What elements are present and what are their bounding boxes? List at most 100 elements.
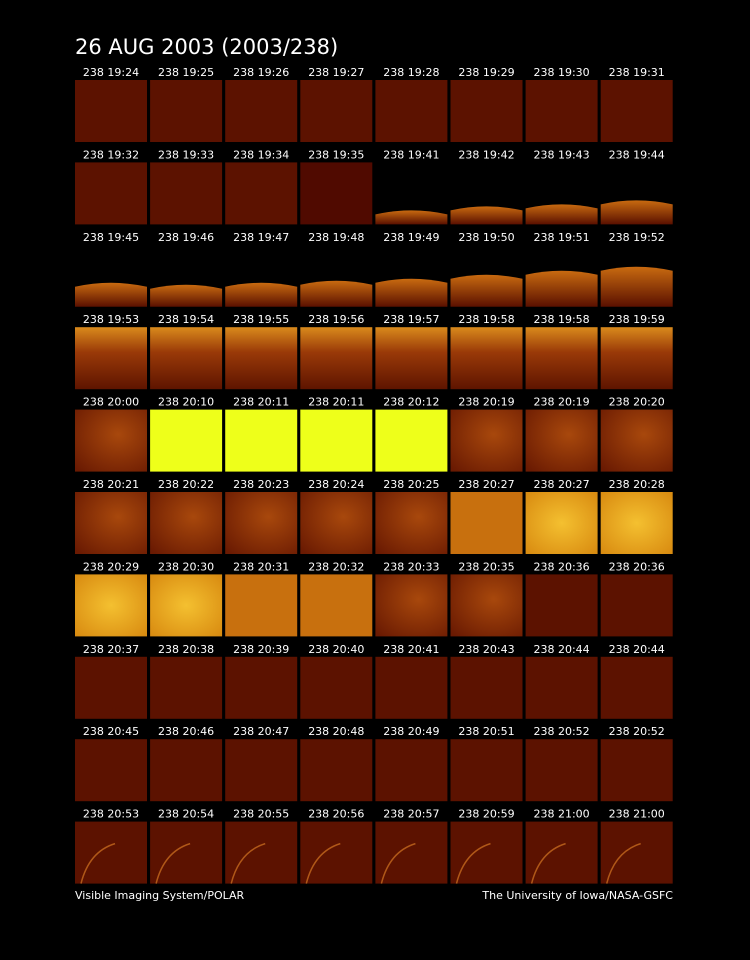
- frame-image: [150, 327, 223, 390]
- frame-label: 238 19:29: [458, 66, 514, 79]
- frame-image: [600, 409, 673, 472]
- frame-image: [75, 656, 147, 719]
- frame-image: [300, 327, 373, 390]
- frame-label: 238 20:43: [458, 643, 514, 656]
- frame-label: 238 19:25: [158, 66, 214, 79]
- frame-limb: [300, 280, 373, 307]
- frame-image: [75, 821, 147, 884]
- frame-label: 238 20:52: [609, 725, 665, 738]
- frame-limb: [600, 266, 673, 307]
- frame-label: 238 20:56: [308, 808, 364, 821]
- frame-image: [450, 821, 523, 884]
- frame-label: 238 19:54: [158, 313, 214, 326]
- frame-label: 238 20:19: [458, 396, 514, 409]
- frame-label: 238 19:35: [308, 148, 364, 161]
- frame-label: 238 20:40: [308, 643, 364, 656]
- frame-image: [225, 821, 298, 884]
- frame-label: 238 20:45: [83, 725, 139, 738]
- frame-image: [525, 409, 598, 472]
- frame-label: 238 19:24: [83, 66, 139, 79]
- frame-image: [75, 492, 147, 554]
- frame-label: 238 19:31: [609, 66, 665, 79]
- frame-image: [75, 574, 147, 637]
- footer-right: The University of Iowa/NASA-GSFC: [481, 889, 673, 902]
- frame-image: [525, 327, 598, 390]
- frame-image: [600, 821, 673, 884]
- frame-limb: [525, 270, 598, 307]
- frame-image: [375, 492, 448, 554]
- frame-label: 238 19:58: [458, 313, 514, 326]
- frame-label: 238 20:24: [308, 478, 364, 491]
- frame-label: 238 20:47: [233, 725, 289, 738]
- frame-label: 238 20:46: [158, 725, 214, 738]
- frame-image: [600, 80, 673, 142]
- frame-image: [375, 656, 448, 719]
- frame-image: [225, 492, 298, 554]
- frame-limb: [600, 200, 673, 225]
- frame-image: [225, 739, 298, 802]
- frame-label: 238 20:44: [609, 643, 665, 656]
- frame-image: [525, 739, 598, 802]
- frame-label: 238 20:20: [609, 396, 665, 409]
- frame-label: 238 19:56: [308, 313, 364, 326]
- frame-image: [525, 821, 598, 884]
- frame-label: 238 19:57: [383, 313, 439, 326]
- frame-label: 238 19:26: [233, 66, 289, 79]
- frame-label: 238 19:42: [458, 148, 514, 161]
- frame-label: 238 20:12: [383, 396, 439, 409]
- frame-label: 238 19:46: [158, 231, 214, 244]
- frame-label: 238 19:51: [533, 231, 589, 244]
- frame-label: 238 20:49: [383, 725, 439, 738]
- frame-image: [525, 574, 598, 637]
- frame-label: 238 20:27: [458, 478, 514, 491]
- frame-limb: [450, 206, 523, 225]
- frame-label: 238 19:28: [383, 66, 439, 79]
- frame-image: [300, 409, 373, 472]
- frame-image: [600, 574, 673, 637]
- frame-limb: [225, 282, 298, 307]
- frame-image: [525, 492, 598, 554]
- frame-label: 238 19:45: [83, 231, 139, 244]
- frame-label: 238 20:11: [233, 396, 289, 409]
- frame-label: 238 20:00: [83, 396, 139, 409]
- frame-label: 238 20:51: [458, 725, 514, 738]
- frame-image: [150, 656, 223, 719]
- frame-image: [450, 409, 523, 472]
- frame-image: [75, 80, 147, 142]
- frame-image: [375, 574, 448, 637]
- frame-image: [150, 162, 223, 225]
- frame-image: [525, 80, 598, 142]
- frame-image: [450, 739, 523, 802]
- frame-image: [450, 327, 523, 390]
- frame-image: [300, 739, 373, 802]
- frame-image: [300, 821, 373, 884]
- frame-label: 238 19:47: [233, 231, 289, 244]
- frame-image: [375, 821, 448, 884]
- frame-label: 238 19:50: [458, 231, 514, 244]
- frame-grid: 238 19:24 238 19:25 238 19:26 238 19:27 238 …: [75, 66, 673, 884]
- frame-label: 238 20:59: [458, 808, 514, 821]
- frame-label: 238 20:53: [83, 808, 139, 821]
- frame-label: 238 19:34: [233, 148, 289, 161]
- frame-label: 238 19:33: [158, 148, 214, 161]
- frame-label: 238 19:48: [308, 231, 364, 244]
- footer-left: Visible Imaging System/POLAR: [75, 889, 245, 902]
- frame-label: 238 20:23: [233, 478, 289, 491]
- frame-label: 238 19:53: [83, 313, 139, 326]
- frame-label: 238 20:57: [383, 808, 439, 821]
- frame-image: [300, 80, 373, 142]
- frame-image: [375, 327, 448, 390]
- frame-image: [75, 162, 147, 225]
- frame-label: 238 20:11: [308, 396, 364, 409]
- frame-arc: [380, 842, 416, 884]
- frame-arc: [305, 842, 341, 884]
- frame-label: 238 20:21: [83, 478, 139, 491]
- frame-label: 238 20:19: [533, 396, 589, 409]
- frame-limb: [150, 284, 223, 307]
- frame-label: 238 20:36: [533, 560, 589, 573]
- frame-image: [375, 409, 448, 472]
- frame-limb: [525, 204, 598, 225]
- frame-image: [300, 656, 373, 719]
- frame-label: 238 20:32: [308, 560, 364, 573]
